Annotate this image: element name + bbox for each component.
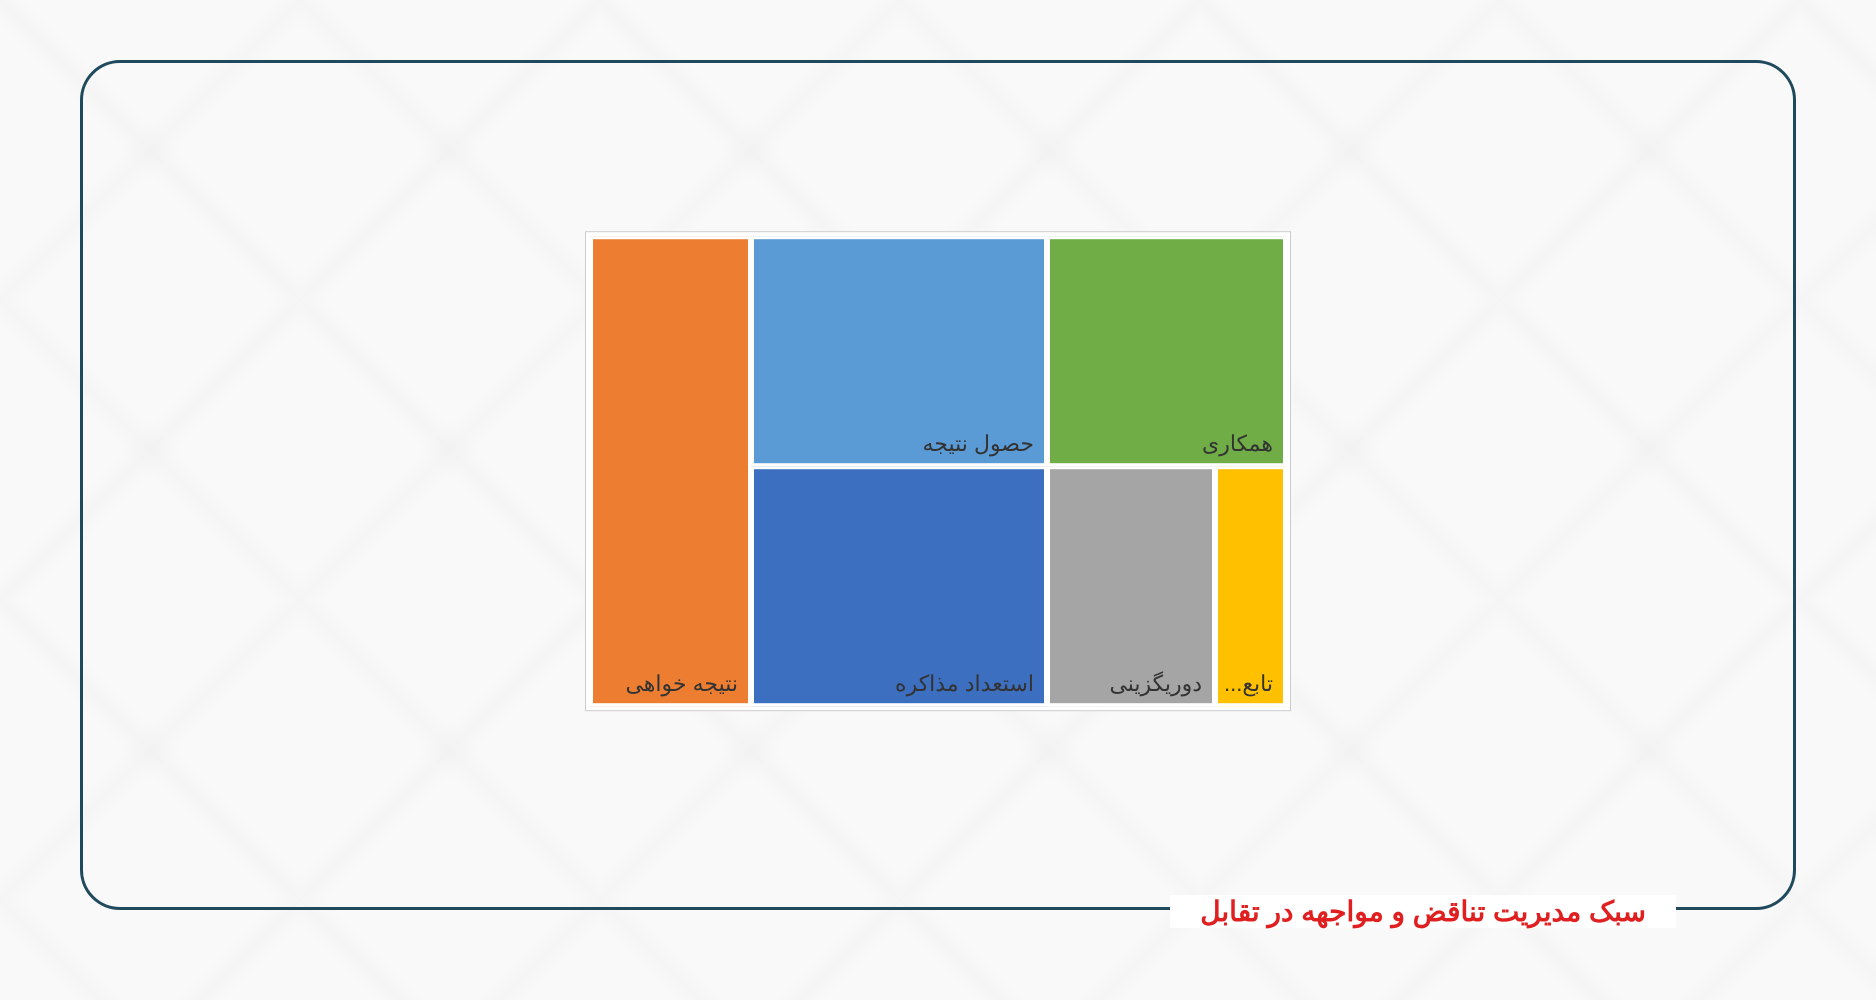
caption-container: سبک مدیریت تناقض و مواجهه در تقابل	[1170, 895, 1676, 928]
treemap-container: نتیجه خواهی حصول نتیجه استعداد مذاکره همکار…	[585, 231, 1291, 711]
treemap-cell-cooperation: همکاری	[1047, 236, 1286, 466]
treemap-cell-label: استعداد مذاکره	[895, 671, 1034, 697]
treemap-cell-label: حصول نتیجه	[922, 431, 1034, 457]
treemap-cell-avoidance: دوریگزینی	[1047, 466, 1215, 706]
treemap-cell-result_seeking: نتیجه خواهی	[590, 236, 751, 706]
treemap-cell-negotiation: استعداد مذاکره	[751, 466, 1047, 706]
treemap-cell-subordinate: تابع...	[1215, 466, 1286, 706]
treemap-cell-label: نتیجه خواهی	[625, 671, 738, 697]
treemap-cell-label: تابع...	[1224, 671, 1273, 697]
treemap-cell-label: همکاری	[1202, 431, 1273, 457]
treemap-cell-achieving_result: حصول نتیجه	[751, 236, 1047, 466]
treemap: نتیجه خواهی حصول نتیجه استعداد مذاکره همکار…	[590, 236, 1286, 706]
caption-text: سبک مدیریت تناقض و مواجهه در تقابل	[1200, 895, 1646, 928]
treemap-cell-label: دوریگزینی	[1109, 671, 1202, 697]
